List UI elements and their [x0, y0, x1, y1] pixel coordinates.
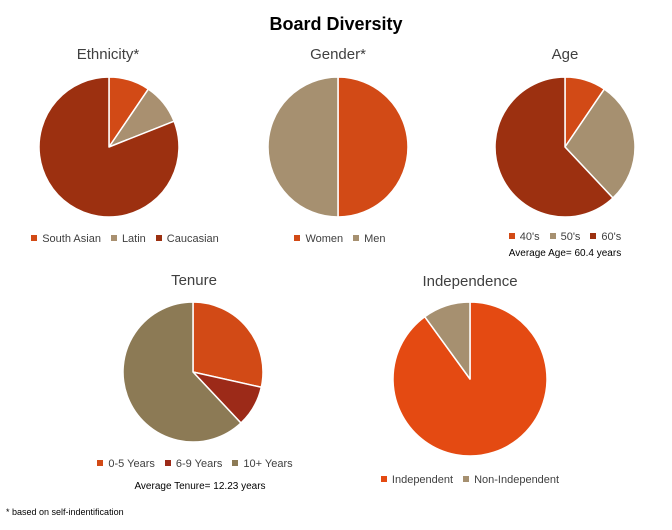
pie-slice-0-5-years: [192, 301, 264, 389]
average-tenure-note: Average Tenure= 12.23 years: [134, 481, 266, 492]
pie-title-gender: Gender*: [310, 46, 366, 63]
pie-slice-non-independent: [423, 301, 471, 380]
legend-independence: Independent Non-Independent: [360, 474, 580, 486]
pie-slice-caucasian: [38, 76, 180, 218]
pie-chart-age: [494, 76, 636, 218]
legend-label: 60's: [601, 231, 622, 243]
pie-chart-independence: [392, 301, 548, 457]
legend-swatch: [110, 235, 117, 242]
legend-label: Latin: [121, 233, 146, 245]
legend-item-women: Women: [294, 233, 343, 245]
legend-item-6-9-years: 6-9 Years: [164, 458, 223, 470]
legend-swatch: [294, 235, 301, 242]
legend-label: Caucasian: [166, 233, 219, 245]
legend-label: Non-Independent: [474, 474, 560, 486]
legend-swatch: [508, 233, 515, 240]
legend-label: South Asian: [42, 233, 101, 245]
pie-slice-50-s: [564, 88, 636, 199]
legend-swatch: [353, 235, 360, 242]
pie-chart-gender: [267, 76, 409, 218]
footnote: * based on self-indentification: [6, 507, 124, 517]
pie-chart-tenure: [122, 301, 264, 443]
legend-item-caucasian: Caucasian: [155, 233, 219, 245]
legend-item-50s: 50's: [549, 231, 581, 243]
pie-slice-60-s: [494, 76, 614, 218]
legend-swatch: [380, 476, 387, 483]
pie-slice-men: [267, 76, 339, 218]
legend-label: 6-9 Years: [175, 458, 223, 470]
legend-item-men: Men: [353, 233, 386, 245]
legend-item-10-plus-years: 10+ Years: [232, 458, 293, 470]
legend-swatch: [463, 476, 470, 483]
legend-swatch: [164, 460, 171, 467]
legend-item-independent: Independent: [380, 474, 454, 486]
legend-swatch: [31, 235, 38, 242]
pie-slice-10-years: [122, 301, 242, 443]
pie-title-independence: Independence: [422, 273, 518, 290]
pie-slice-women: [337, 76, 409, 218]
legend-label: 10+ Years: [243, 458, 293, 470]
legend-label: 50's: [560, 231, 581, 243]
legend-label: Independent: [391, 474, 454, 486]
pie-title-age: Age: [551, 46, 579, 63]
legend-swatch: [590, 233, 597, 240]
legend-item-latin: Latin: [110, 233, 146, 245]
legend-item-60s: 60's: [590, 231, 621, 243]
legend-swatch: [155, 235, 162, 242]
legend-item-south-asian: South Asian: [31, 233, 101, 245]
legend-swatch: [232, 460, 239, 467]
pie-slice-independent: [392, 301, 548, 457]
legend-age: 40's 50's 60's: [480, 231, 650, 243]
pie-title-ethnicity: Ethnicity*: [76, 46, 140, 63]
legend-item-non-independent: Non-Independent: [463, 474, 559, 486]
legend-label: 40's: [519, 231, 540, 243]
pie-chart-ethnicity: [38, 76, 180, 218]
legend-item-40s: 40's: [508, 231, 540, 243]
legend-tenure: 0-5 Years 6-9 Years 10+ Years: [80, 458, 310, 470]
average-age-note: Average Age= 60.4 years: [508, 248, 622, 259]
legend-swatch: [97, 460, 104, 467]
chart-title: Board Diversity: [269, 14, 403, 34]
legend-item-0-5-years: 0-5 Years: [97, 458, 155, 470]
legend-label: 0-5 Years: [108, 458, 155, 470]
legend-label: Women: [305, 233, 344, 245]
legend-ethnicity: South Asian Latin Caucasian: [0, 233, 250, 245]
legend-gender: Women Men: [250, 233, 430, 245]
pie-title-tenure: Tenure: [171, 272, 217, 289]
legend-label: Men: [364, 233, 386, 245]
legend-swatch: [549, 233, 556, 240]
